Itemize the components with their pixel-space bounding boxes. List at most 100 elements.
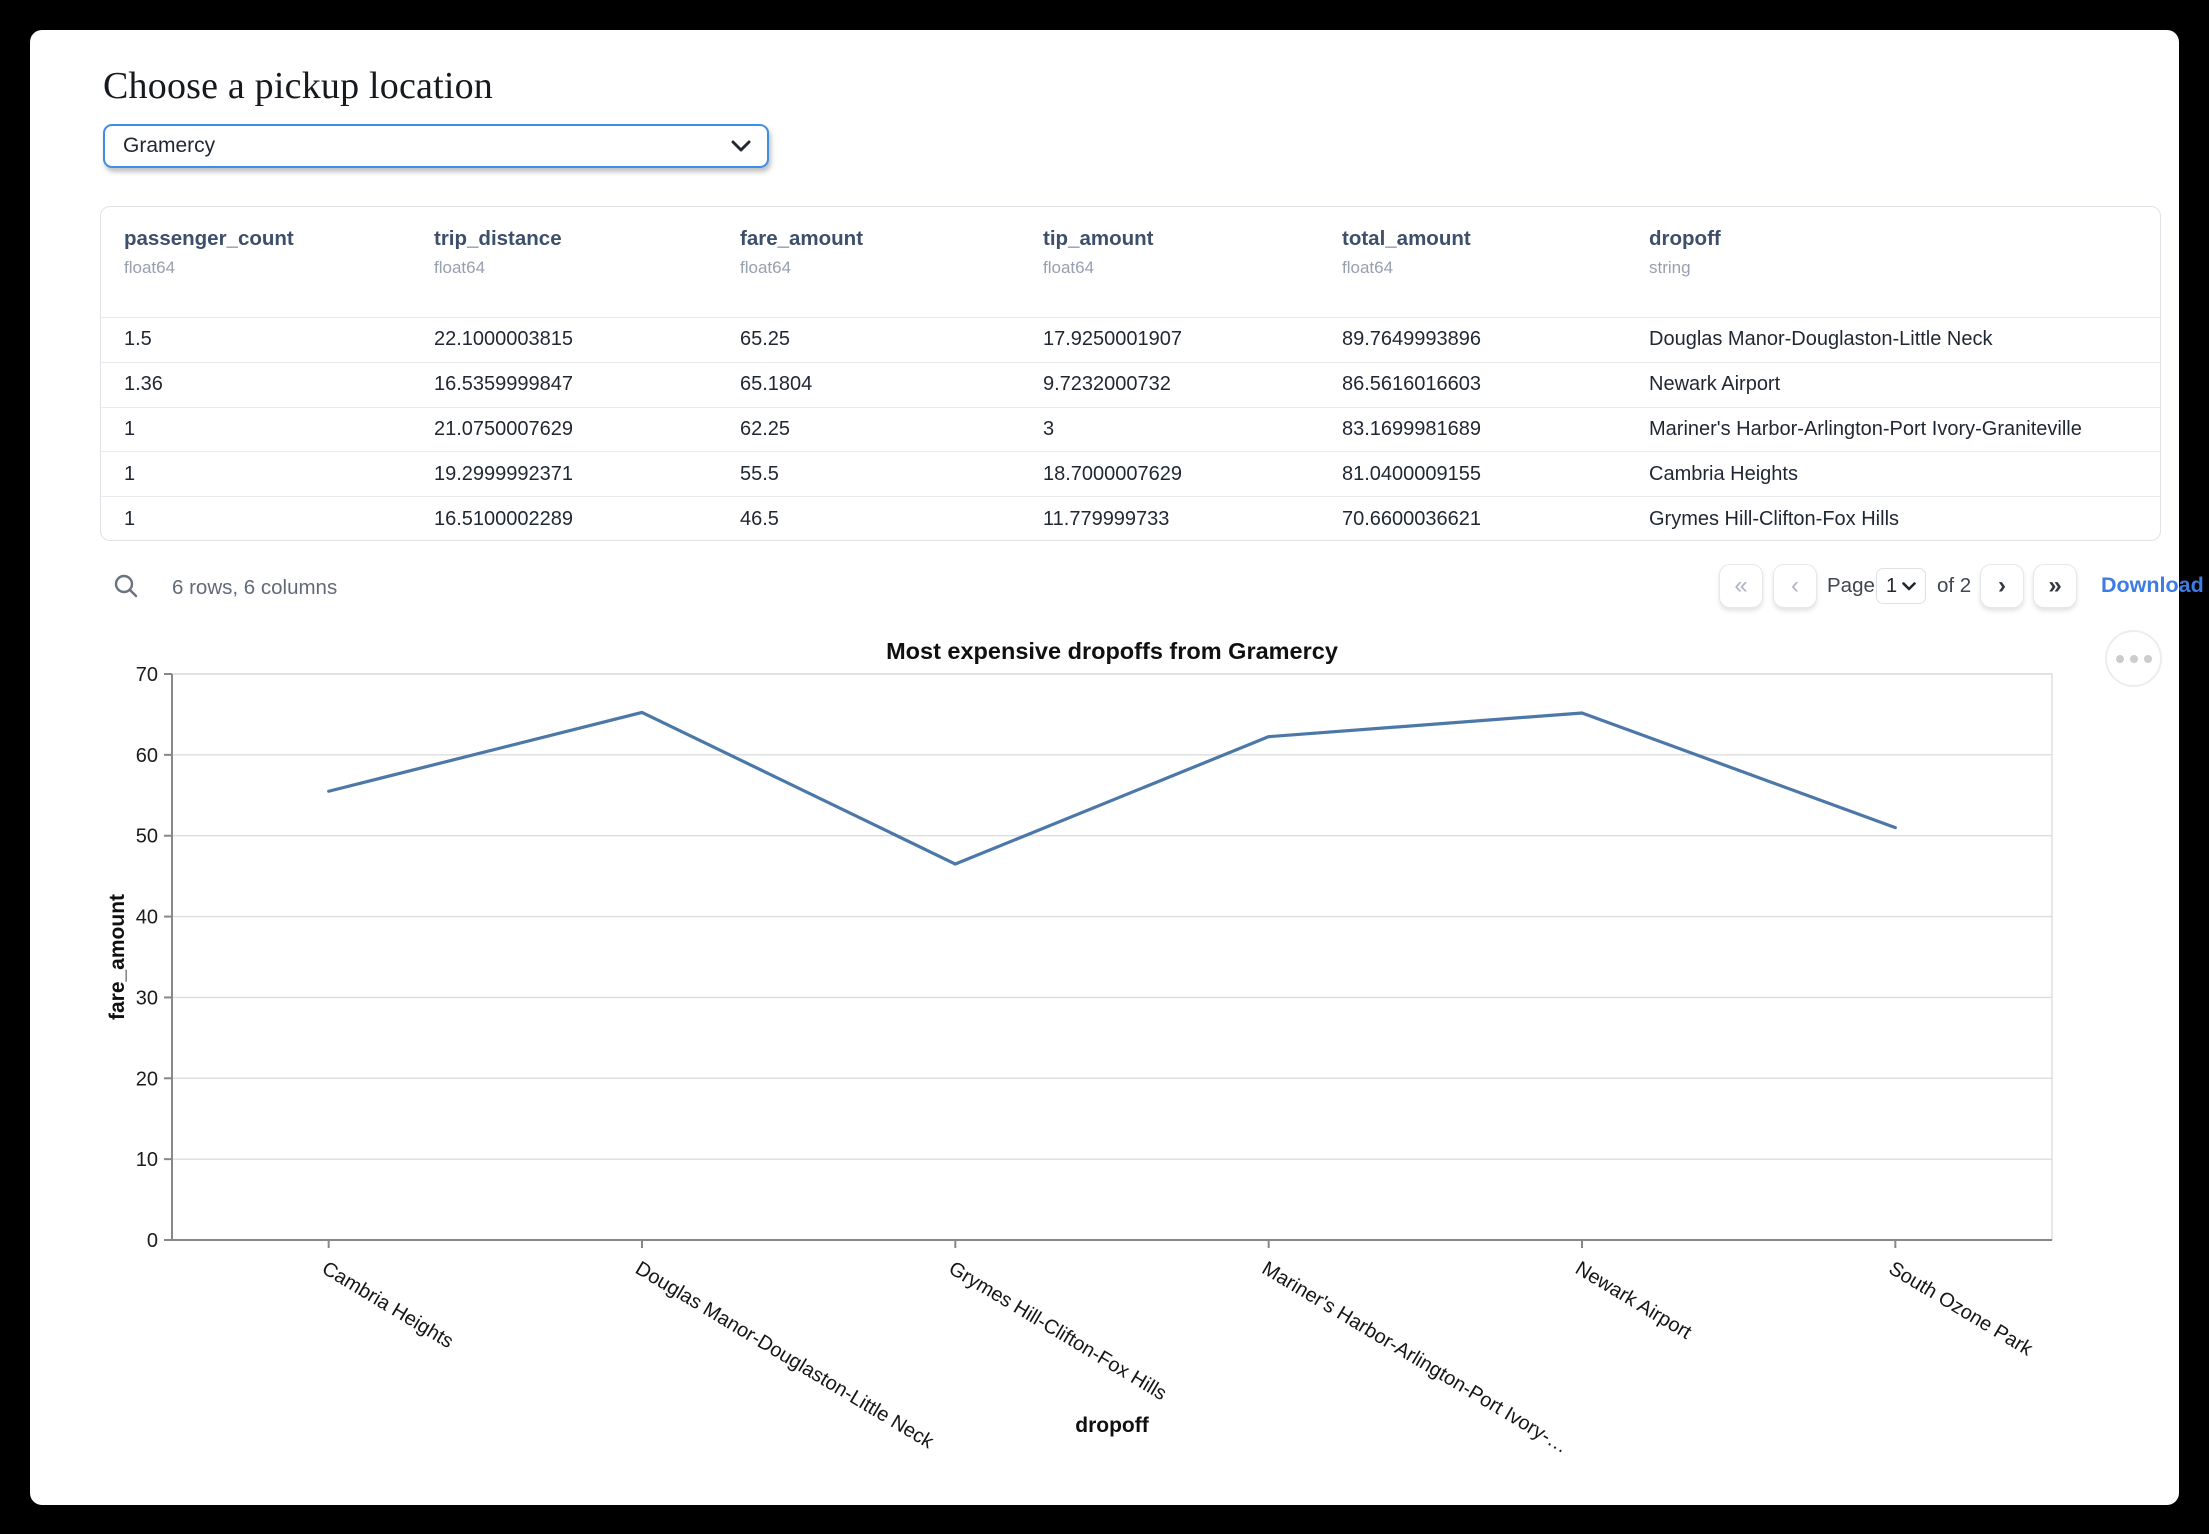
table-cell: Grymes Hill-Clifton-Fox Hills [1649, 507, 1900, 530]
table-cell: 17.9250001907 [1043, 328, 1183, 351]
table-cell: Cambria Heights [1649, 462, 1798, 485]
x-tick-label: Grymes Hill-Clifton-Fox Hills [945, 1257, 1171, 1405]
page-number-select[interactable]: 1 [1876, 568, 1926, 604]
next-page-button[interactable]: › [1980, 564, 2024, 608]
table-cell: Mariner's Harbor-Arlington-Port Ivory-Gr… [1649, 417, 2082, 440]
column-name: fare_amount [740, 227, 864, 250]
column-header-total_amount[interactable]: total_amount float64 [1342, 227, 1649, 317]
pickup-location-select[interactable]: Gramercy [103, 124, 769, 168]
y-tick-label: 60 [136, 745, 158, 767]
download-button[interactable]: Download [2101, 573, 2209, 598]
table-cell: 22.1000003815 [434, 328, 574, 351]
table-cell: 62.25 [740, 417, 791, 440]
chevron-down-icon [731, 140, 751, 152]
table-cell: 65.1804 [740, 373, 813, 396]
column-header-fare_amount[interactable]: fare_amount float64 [740, 227, 1043, 317]
x-tick-label: Cambria Heights [318, 1257, 457, 1353]
x-tick-label: South Ozone Park [1885, 1257, 2037, 1361]
table-row[interactable]: 1 16.5100002289 46.5 11.779999733 70.6600036… [101, 496, 2160, 540]
ellipsis-icon [2115, 654, 2124, 663]
table-cell: 9.7232000732 [1043, 373, 1171, 396]
column-dtype: float64 [434, 258, 486, 277]
column-name: total_amount [1342, 227, 1471, 250]
table-cell: 11.779999733 [1043, 507, 1170, 530]
table-cell: 1 [124, 417, 136, 440]
table-cell: 1 [124, 507, 136, 530]
table-body: 1.5 22.1000003815 65.25 17.9250001907 89.764… [101, 317, 2160, 540]
last-page-button[interactable]: » [2033, 564, 2077, 608]
y-tick-label: 0 [147, 1230, 158, 1252]
y-tick-label: 40 [136, 907, 158, 929]
table-cell: 86.5616016603 [1342, 373, 1482, 396]
table-cell: 21.0750007629 [434, 417, 574, 440]
table-cell: 16.5359999847 [434, 373, 574, 396]
line-chart: 0 10 20 30 40 50 60 70 Cambria Heights Douglas Ma… [100, 660, 2160, 1472]
x-axis-title: dropoff [1075, 1414, 1149, 1437]
column-dtype: string [1649, 258, 1691, 277]
table-cell: Douglas Manor-Douglaston-Little Neck [1649, 328, 1993, 351]
y-tick-label: 10 [136, 1149, 158, 1171]
chevron-left-icon: ‹ [1791, 572, 1799, 599]
column-header-dropoff[interactable]: dropoff string [1649, 227, 2160, 317]
column-dtype: float64 [1043, 258, 1095, 277]
table-cell: 1 [124, 462, 136, 485]
table-cell: 1.36 [124, 373, 163, 396]
y-tick-label: 30 [136, 987, 158, 1009]
table-cell: 81.0400009155 [1342, 462, 1482, 485]
column-dtype: float64 [1342, 258, 1394, 277]
column-dtype: float64 [124, 258, 176, 277]
column-dtype: float64 [740, 258, 792, 277]
page-number-value: 1 [1885, 574, 1898, 597]
column-name: passenger_count [124, 227, 294, 250]
column-header-tip_amount[interactable]: tip_amount float64 [1043, 227, 1342, 317]
table-row[interactable]: 1 19.2999992371 55.5 18.7000007629 81.040000… [101, 451, 2160, 496]
column-name: tip_amount [1043, 227, 1154, 250]
table-cell: 46.5 [740, 507, 779, 530]
page-title: Choose a pickup location [103, 65, 493, 107]
search-icon [114, 574, 138, 598]
first-page-button[interactable]: « [1719, 564, 1763, 608]
chart-canvas: 0 10 20 30 40 50 60 70 Cambria Heights Douglas Ma… [106, 664, 2053, 1458]
y-tick-label: 20 [136, 1068, 158, 1090]
table-cell: 16.5100002289 [434, 507, 574, 530]
column-header-trip_distance[interactable]: trip_distance float64 [434, 227, 740, 317]
table-cell: 19.2999992371 [434, 462, 574, 485]
page-label: Page [1827, 574, 1875, 597]
table-row[interactable]: 1.5 22.1000003815 65.25 17.9250001907 89.764… [101, 317, 2160, 362]
double-chevron-right-icon: » [2048, 572, 2062, 599]
table-row[interactable]: 1 21.0750007629 62.25 3 83.1699981689 Mariner… [101, 406, 2160, 452]
table-cell: 3 [1043, 417, 1055, 440]
chevron-down-icon [1902, 581, 1916, 590]
app-panel: Choose a pickup location Gramercy passen… [30, 30, 2204, 1505]
column-name: dropoff [1649, 227, 1721, 250]
row-column-summary: 6 rows, 6 columns [172, 576, 338, 599]
x-tick-label: Douglas Manor-Douglaston-Little Neck [631, 1257, 938, 1453]
download-label: Download [2101, 573, 2204, 597]
y-tick-label: 50 [136, 826, 158, 848]
table-cell: 1.5 [124, 328, 152, 351]
y-tick-label: 70 [136, 664, 158, 686]
table-cell: 18.7000007629 [1043, 462, 1183, 485]
search-button[interactable] [112, 572, 142, 602]
table-cell: 89.7649993896 [1342, 328, 1482, 351]
page-of-label: of 2 [1937, 574, 1972, 597]
column-header-passenger_count[interactable]: passenger_count float64 [124, 227, 434, 317]
y-axis-title: fare_amount [106, 894, 129, 1020]
pickup-location-value: Gramercy [123, 134, 216, 157]
table-footer: 6 rows, 6 columns « ‹ Page 1 of 2 › » Do… [100, 558, 2204, 616]
double-chevron-left-icon: « [1734, 572, 1748, 599]
table-row[interactable]: 1.36 16.5359999847 65.1804 9.7232000732 86.5… [101, 361, 2160, 407]
table-cell: 55.5 [740, 462, 779, 485]
table-cell: 83.1699981689 [1342, 417, 1482, 440]
table-cell: Newark Airport [1649, 373, 1781, 396]
table-cell: 65.25 [740, 328, 791, 351]
chart-title: Most expensive dropoffs from Gramercy [886, 638, 1338, 664]
chart-menu-button[interactable] [2105, 630, 2162, 687]
previous-page-button[interactable]: ‹ [1773, 564, 1817, 608]
table-cell: 70.6600036621 [1342, 507, 1482, 530]
chevron-right-icon: › [1998, 572, 2006, 599]
column-name: trip_distance [434, 227, 562, 250]
chart-line-series [327, 710, 1897, 866]
